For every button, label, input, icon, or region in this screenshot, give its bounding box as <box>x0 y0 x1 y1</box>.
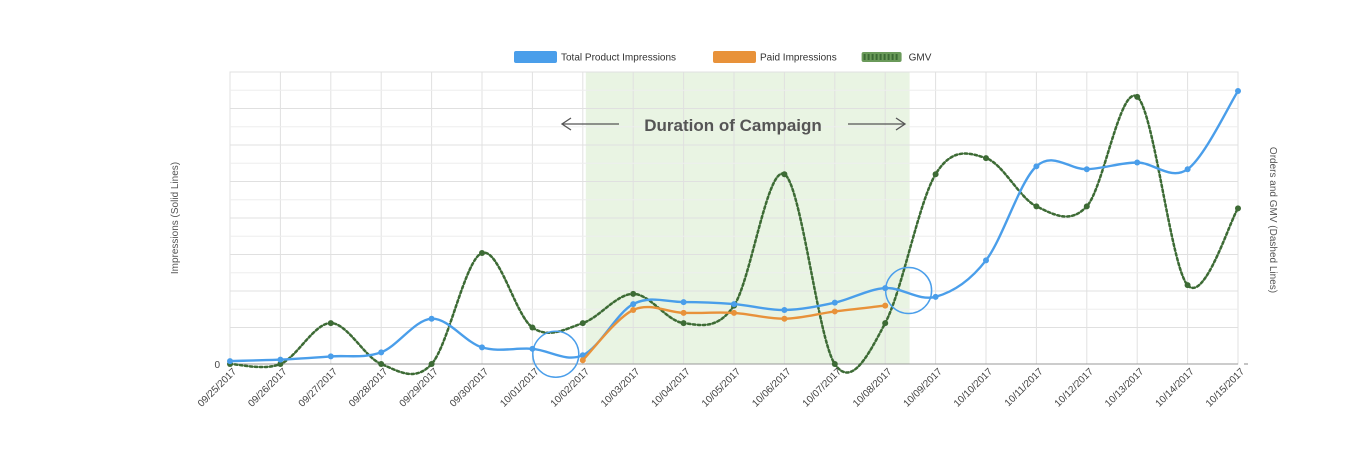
data-point <box>731 301 737 308</box>
right-arrow-head <box>895 117 907 131</box>
y-tick-label: 0 <box>214 360 220 371</box>
series-total-product-impressions <box>227 87 1241 365</box>
x-tick-label: 09/30/2017 <box>448 366 491 409</box>
legend-swatch <box>514 51 557 63</box>
x-tick-label: 10/14/2017 <box>1154 366 1197 409</box>
data-point <box>680 309 687 316</box>
x-tick-label: 10/06/2017 <box>750 366 793 409</box>
x-tick-label: 09/28/2017 <box>347 366 390 409</box>
y-tick-layer: 0 <box>214 360 1248 371</box>
data-point <box>579 357 586 364</box>
data-point <box>630 290 637 297</box>
series-layer <box>227 87 1241 376</box>
data-point <box>1083 203 1090 210</box>
data-point <box>882 302 889 309</box>
data-point <box>932 171 939 178</box>
legend-label: GMV <box>909 53 932 64</box>
data-point <box>1235 205 1241 212</box>
data-point <box>630 306 637 313</box>
data-point <box>831 308 838 315</box>
campaign-annotation-label: Duration of Campaign <box>644 116 822 135</box>
data-point <box>831 299 838 306</box>
x-tick-label: 10/13/2017 <box>1103 366 1146 409</box>
x-tick-label: 10/03/2017 <box>599 366 642 409</box>
data-point <box>983 155 989 162</box>
series-paid-impressions <box>579 302 889 364</box>
data-point <box>378 361 385 367</box>
series-gmv <box>227 93 1241 376</box>
data-point <box>428 361 435 367</box>
x-tick-label: 10/08/2017 <box>851 366 894 409</box>
data-point <box>479 250 485 257</box>
data-point <box>932 293 939 300</box>
legend-item: Paid Impressions <box>713 51 837 64</box>
highlight-circle <box>532 330 580 378</box>
x-tick-label: 10/01/2017 <box>498 366 541 409</box>
data-point <box>378 349 385 356</box>
data-point <box>327 353 334 360</box>
series-line <box>228 89 1240 363</box>
data-point <box>781 306 788 313</box>
data-point <box>1033 163 1040 170</box>
legend-item: GMV <box>861 52 932 64</box>
x-tick-layer: 09/25/2017 09/26/2017 09/27/2017 09/28/2017… <box>196 366 1247 409</box>
legend-label: Total Product Impressions <box>561 53 676 64</box>
data-point <box>680 299 687 306</box>
x-tick-label: 10/10/2017 <box>952 366 995 409</box>
data-point <box>680 320 687 327</box>
axis-titles: Impressions (Solid Lines) Orders and GMV… <box>170 147 1278 293</box>
y-axis-left-label: Impressions (Solid Lines) <box>170 162 181 274</box>
grid-layer <box>229 71 1239 365</box>
data-point <box>1235 87 1241 94</box>
data-point <box>1134 93 1141 100</box>
data-point <box>882 320 889 327</box>
legend: Total Product Impressions Paid Impression… <box>514 51 932 64</box>
data-point <box>428 315 435 322</box>
annotation-layer: Duration of Campaign <box>560 116 907 135</box>
data-point <box>831 361 838 367</box>
data-point <box>579 320 586 327</box>
y-axis-right-label: Orders and GMV (Dashed Lines) <box>1267 147 1278 293</box>
data-point <box>1184 282 1191 289</box>
data-point <box>1134 159 1141 166</box>
data-point <box>327 320 334 327</box>
left-arrow-head <box>560 117 572 131</box>
highlight-circle <box>884 266 933 315</box>
legend-label: Paid Impressions <box>760 53 837 64</box>
x-tick-label: 10/15/2017 <box>1204 366 1247 409</box>
data-point <box>1083 166 1090 173</box>
data-point <box>1184 166 1191 173</box>
x-tick-label: 10/11/2017 <box>1003 366 1046 409</box>
x-tick-label: 10/04/2017 <box>650 366 693 409</box>
data-point <box>529 324 536 331</box>
data-point <box>579 352 586 359</box>
x-tick-label: 10/12/2017 <box>1053 366 1096 409</box>
data-point <box>227 358 233 365</box>
x-tick-label: 09/27/2017 <box>297 366 340 409</box>
legend-swatch <box>713 51 756 63</box>
data-point <box>731 309 737 316</box>
legend-item: Total Product Impressions <box>514 51 676 64</box>
x-tick-label: 10/05/2017 <box>700 366 743 409</box>
x-tick-label: 09/25/2017 <box>196 366 239 409</box>
data-point <box>479 344 485 351</box>
data-point <box>277 361 284 367</box>
data-point <box>1033 203 1040 210</box>
highlight-layer <box>532 266 933 378</box>
x-tick-label: 10/09/2017 <box>902 366 945 409</box>
data-point <box>983 257 989 264</box>
data-point <box>781 171 788 178</box>
data-point <box>277 356 284 363</box>
x-tick-label: 09/26/2017 <box>246 366 289 409</box>
x-tick-label: 10/07/2017 <box>801 366 844 409</box>
data-point <box>630 301 637 308</box>
data-point <box>781 315 788 322</box>
